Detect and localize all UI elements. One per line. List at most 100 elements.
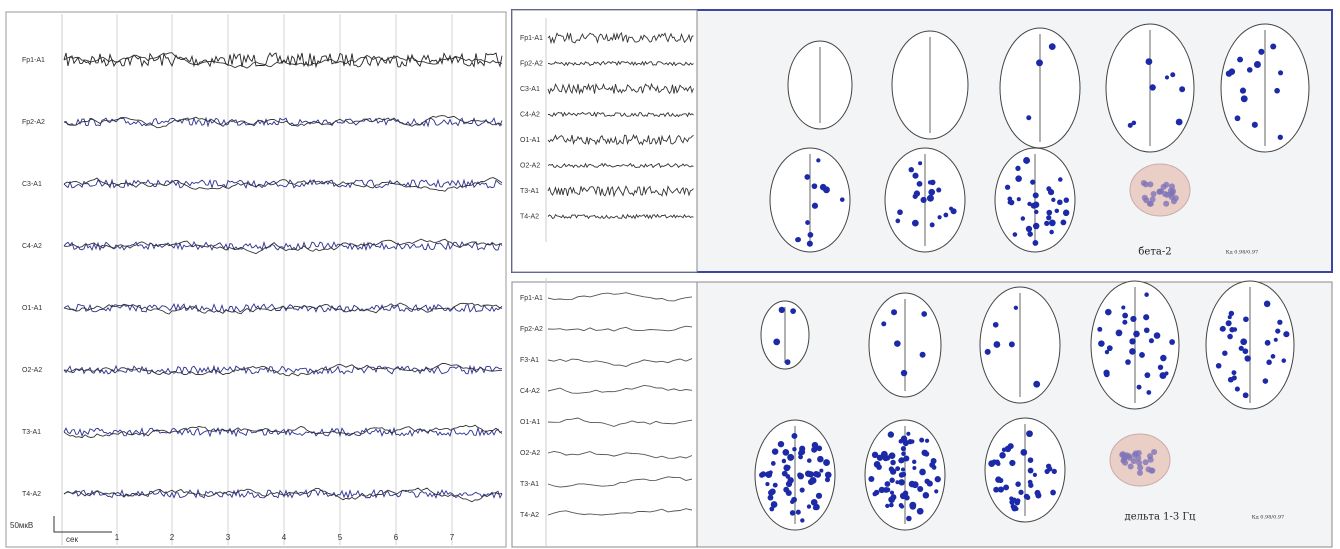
activity-dot [1009, 341, 1015, 347]
activity-dot [1277, 320, 1282, 325]
activity-dot [840, 197, 845, 202]
activity-dot [897, 209, 903, 215]
activity-dot [1049, 230, 1054, 235]
activity-dot [811, 499, 818, 506]
channel-label: O1-A1 [520, 137, 540, 144]
activity-dot [923, 492, 930, 499]
activity-dot [908, 439, 913, 444]
activity-dot [773, 338, 780, 345]
activity-dot [890, 494, 896, 500]
activity-dot [889, 478, 894, 483]
activity-dot [899, 457, 905, 463]
activity-dot [772, 448, 778, 454]
activity-dot [1044, 221, 1049, 226]
channel-label: T4-A2 [520, 213, 539, 220]
activity-dot [1244, 355, 1250, 361]
activity-dot [909, 502, 916, 509]
channel-label: T3-A1 [520, 481, 539, 488]
activity-dot [1162, 191, 1168, 197]
activity-dot [988, 460, 995, 467]
channel-label: C4-A2 [520, 111, 540, 118]
activity-dot [790, 500, 794, 504]
activity-dot [917, 508, 924, 515]
activity-dot [1137, 465, 1143, 471]
activity-dot [901, 446, 906, 451]
activity-dot [919, 469, 926, 476]
activity-dot [895, 466, 900, 471]
activity-dot [1135, 455, 1141, 461]
activity-dot [1274, 338, 1278, 342]
activity-dot [1149, 84, 1155, 90]
activity-dot [1137, 385, 1142, 390]
activity-dot [889, 503, 894, 508]
activity-dot [1235, 115, 1241, 121]
activity-dot [888, 431, 894, 437]
scale-label: 50мкВ [10, 521, 33, 530]
activity-dot [1154, 332, 1161, 339]
activity-dot [1240, 88, 1246, 94]
activity-dot [1028, 483, 1033, 488]
activity-dot [1052, 469, 1057, 474]
activity-dot [769, 507, 774, 512]
activity-dot [1046, 210, 1052, 216]
activity-dot [779, 307, 785, 313]
activity-dot [804, 174, 810, 180]
activity-dot [1034, 210, 1038, 214]
activity-dot [797, 472, 802, 477]
activity-dot [1033, 223, 1039, 229]
activity-dot [1009, 460, 1015, 466]
activity-dot [1240, 338, 1247, 345]
activity-dot [881, 321, 886, 326]
channel-label: Fp2-A2 [520, 60, 543, 67]
activity-dot [1137, 470, 1143, 476]
activity-dot [1058, 177, 1063, 182]
channel-label: Fp1-A1 [520, 35, 543, 42]
activity-dot [765, 471, 772, 478]
activity-dot [1283, 331, 1289, 337]
activity-dot [934, 489, 938, 493]
activity-dot [807, 504, 811, 508]
activity-dot [1008, 443, 1014, 449]
activity-dot [943, 213, 948, 218]
activity-dot [912, 460, 916, 464]
activity-dot [1179, 86, 1185, 92]
channel-label: Fp2-A2 [520, 326, 543, 333]
activity-dot [1028, 457, 1034, 463]
activity-dot [771, 461, 776, 466]
activity-dot [1049, 43, 1056, 50]
activity-dot [894, 340, 901, 347]
activity-dot [1157, 189, 1163, 195]
activity-dot [816, 158, 820, 162]
activity-dot [1103, 370, 1109, 376]
activity-dot [1227, 334, 1233, 340]
activity-dot [924, 451, 929, 456]
activity-dot [885, 504, 889, 508]
activity-dot [768, 495, 774, 501]
activity-dot [790, 308, 796, 314]
activity-dot [783, 487, 789, 493]
activity-dot [817, 456, 823, 462]
activity-dot [1216, 363, 1222, 369]
activity-dot [1033, 240, 1039, 246]
activity-dot [895, 219, 900, 224]
activity-dot [1098, 340, 1104, 346]
activity-dot [995, 476, 1001, 482]
activity-dot [778, 441, 784, 447]
activity-dot [807, 458, 812, 463]
activity-dot [891, 309, 897, 315]
activity-dot [792, 447, 796, 451]
activity-dot [918, 161, 922, 165]
activity-dot [914, 190, 920, 196]
activity-dot [1232, 375, 1237, 380]
activity-dot [1263, 378, 1269, 384]
activity-dot [912, 466, 916, 470]
activity-dot [1008, 200, 1012, 204]
activity-dot [1128, 464, 1134, 470]
activity-dot [825, 477, 830, 482]
activity-dot [1229, 68, 1236, 75]
activity-dot [921, 311, 927, 317]
activity-dot [885, 455, 890, 460]
activity-dot [898, 479, 904, 485]
activity-dot [899, 503, 904, 508]
activity-dot [1278, 135, 1283, 140]
